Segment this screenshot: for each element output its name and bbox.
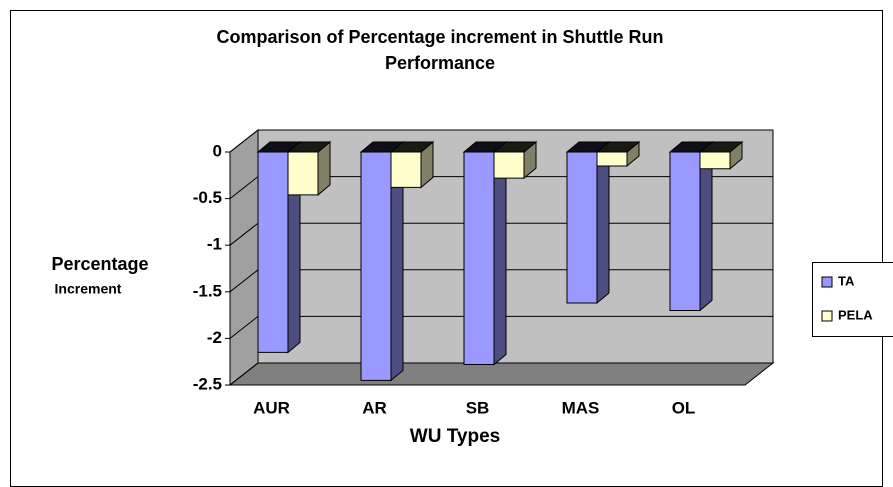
side-wall: [229, 128, 259, 387]
x-axis-label: WU Types: [410, 426, 500, 447]
bar: [698, 140, 744, 170]
bar-front: [699, 151, 731, 170]
legend-box: [812, 262, 893, 337]
bar: [359, 140, 405, 382]
x-tick-label: AR: [362, 398, 387, 417]
grid-line: [229, 129, 773, 153]
bar-front: [287, 151, 319, 196]
bar-front: [390, 151, 422, 188]
bar: [286, 140, 332, 196]
y-tick-label: -1.5: [193, 281, 222, 300]
bar-front: [360, 151, 392, 381]
y-tick-label: -1: [207, 235, 222, 254]
bar-front: [257, 151, 289, 353]
bar: [492, 140, 538, 180]
x-tick-label: MAS: [562, 398, 600, 417]
legend-swatch: [821, 276, 833, 288]
x-tick-label: OL: [672, 398, 696, 417]
bar: [389, 140, 435, 189]
y-axis-label: Increment: [55, 281, 122, 297]
chart-title: Comparison of Percentage increment in Sh…: [216, 27, 664, 73]
floor: [228, 362, 775, 386]
bar-front: [669, 151, 701, 311]
legend-label: PELA: [838, 307, 873, 322]
x-tick-label: AUR: [253, 398, 290, 417]
y-axis-label: Percentage: [51, 254, 148, 274]
y-tick-label: -2: [207, 328, 222, 347]
legend-label: TA: [838, 273, 855, 288]
bar-front: [463, 151, 495, 365]
legend-swatch: [821, 310, 833, 322]
y-tick-label: -0.5: [193, 188, 222, 207]
bar: [595, 140, 641, 168]
bar-front: [493, 151, 525, 179]
y-tick-label: -2.5: [193, 374, 222, 393]
x-tick-label: SB: [466, 398, 490, 417]
y-tick-label: 0: [213, 141, 222, 160]
bar: [668, 140, 714, 312]
bar-front: [596, 151, 628, 167]
grid-line: [229, 362, 773, 386]
bar: [462, 140, 508, 366]
bar: [565, 140, 611, 305]
bar-front: [566, 151, 598, 304]
